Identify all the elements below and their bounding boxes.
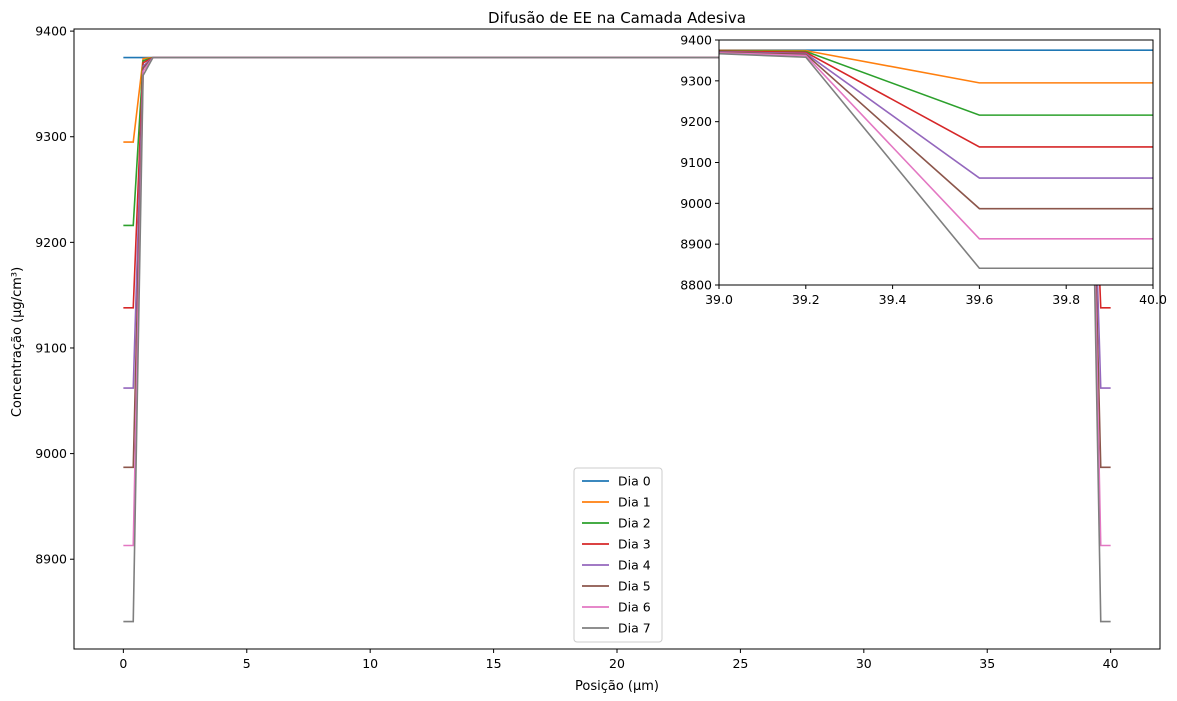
main-y-tick-label: 9100 xyxy=(35,340,67,355)
legend-entry-3: Dia 3 xyxy=(618,537,651,552)
main-y-tick-label: 9400 xyxy=(35,24,67,39)
inset-y-ticks: 8800 8900 9000 9100 9200 9300 9400 xyxy=(680,33,719,293)
legend-entry-2: Dia 2 xyxy=(618,516,651,531)
main-x-tick-label: 0 xyxy=(119,656,127,671)
inset-y-tick-label: 9100 xyxy=(680,155,712,170)
inset-x-tick-label: 39.6 xyxy=(965,292,993,307)
inset-y-tick-label: 8900 xyxy=(680,237,712,252)
inset-y-tick-label: 9200 xyxy=(680,114,712,129)
inset-series-line-7 xyxy=(719,52,1153,270)
inset-y-tick-label: 9000 xyxy=(680,196,712,211)
inset-y-tick-label: 9300 xyxy=(680,73,712,88)
inset-x-tick-label: 39.0 xyxy=(705,292,733,307)
main-y-tick-label: 9300 xyxy=(35,129,67,144)
main-x-tick-label: 35 xyxy=(979,656,995,671)
main-x-tick-label: 25 xyxy=(732,656,748,671)
main-x-tick-label: 5 xyxy=(243,656,251,671)
legend-box xyxy=(573,467,663,643)
inset-x-tick-label: 39.2 xyxy=(792,292,820,307)
main-series-group xyxy=(123,56,1111,623)
main-x-tick-label: 40 xyxy=(1103,656,1119,671)
inset-x-ticks: 39.0 39.2 39.4 39.6 39.8 40.0 xyxy=(705,285,1167,307)
legend-entry-6: Dia 6 xyxy=(618,600,651,615)
inset-plot: 39.0 39.2 39.4 39.6 39.8 40.0 8800 8900 9000 910… xyxy=(680,33,1167,308)
main-plot-area: 0 5 10 15 20 25 30 35 40 8900 9000 9100 9200 9300 940… xyxy=(35,24,1161,671)
y-axis-label: Concentração (µg/cm³) xyxy=(10,267,25,417)
inset-series-line-4 xyxy=(719,51,1153,179)
main-y-ticks: 8900 9000 9100 9200 9300 9400 xyxy=(35,24,74,567)
inset-y-tick-label: 9400 xyxy=(680,33,712,48)
main-x-tick-label: 10 xyxy=(362,656,378,671)
main-x-tick-label: 30 xyxy=(856,656,872,671)
inset-x-tick-label: 40.0 xyxy=(1139,292,1167,307)
legend-entry-5: Dia 5 xyxy=(618,579,651,594)
legend-entry-4: Dia 4 xyxy=(618,558,651,573)
main-y-tick-label: 8900 xyxy=(35,552,67,567)
inset-series-line-3 xyxy=(719,50,1153,148)
main-x-tick-label: 20 xyxy=(609,656,625,671)
inset-series-line-6 xyxy=(719,52,1153,240)
main-y-tick-label: 9200 xyxy=(35,235,67,250)
inset-series-line-2 xyxy=(719,50,1153,116)
legend-entry-0: Dia 0 xyxy=(618,474,651,489)
legend-entry-1: Dia 1 xyxy=(618,495,651,510)
inset-series-group xyxy=(719,49,1153,270)
main-x-ticks: 0 5 10 15 20 25 30 35 40 xyxy=(119,649,1119,671)
inset-y-tick-label: 8800 xyxy=(680,278,712,293)
main-series-line-7 xyxy=(123,56,1111,623)
main-x-tick-label: 15 xyxy=(486,656,502,671)
legend-entry-7: Dia 7 xyxy=(618,621,651,636)
main-y-tick-label: 9000 xyxy=(35,446,67,461)
inset-series-line-5 xyxy=(719,51,1153,210)
inset-x-tick-label: 39.4 xyxy=(879,292,907,307)
inset-background xyxy=(719,40,1153,285)
inset-series-line-1 xyxy=(719,49,1153,84)
legend: Dia 0 Dia 1 Dia 2 Dia 3 Dia 4 Dia 5 Dia 6 Dia 7 xyxy=(573,467,663,643)
x-axis-label: Posição (µm) xyxy=(575,679,659,694)
inset-x-tick-label: 39.8 xyxy=(1052,292,1080,307)
legend-items: Dia 0 Dia 1 Dia 2 Dia 3 Dia 4 Dia 5 Dia 6 Dia 7 xyxy=(582,474,651,636)
chart-title: Difusão de EE na Camada Adesiva xyxy=(488,9,746,27)
